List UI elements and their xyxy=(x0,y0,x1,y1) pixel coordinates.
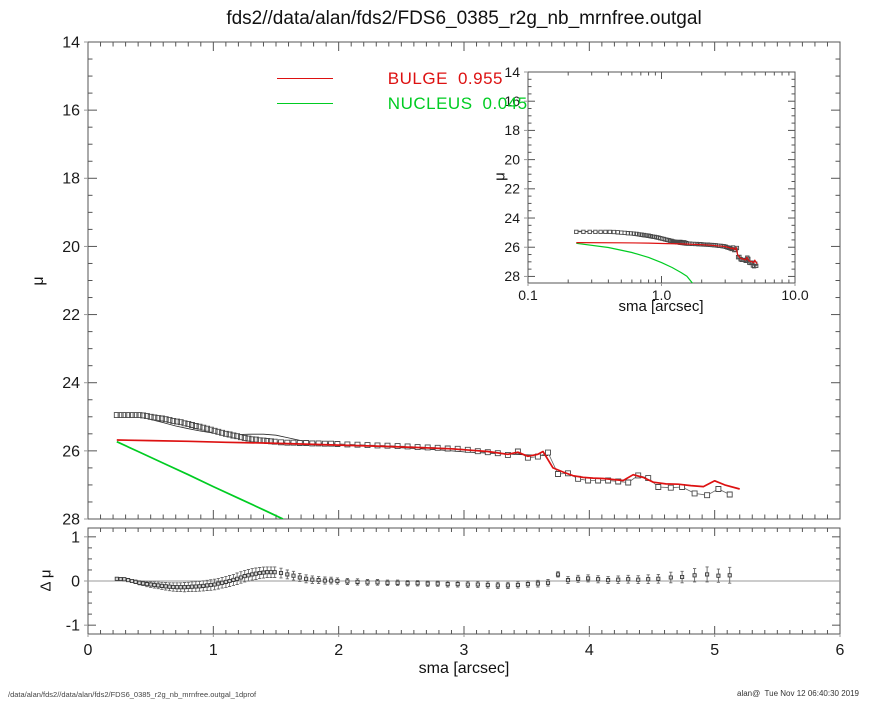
footer-user-timestamp: alan@ Tue Nov 12 06:40:30 2019 xyxy=(737,689,859,698)
nucleus-line-sample xyxy=(277,103,333,104)
svg-text:1: 1 xyxy=(209,642,218,659)
residual-y-axis-label: Δ μ xyxy=(37,569,55,592)
svg-text:0: 0 xyxy=(84,642,93,659)
svg-text:-1: -1 xyxy=(66,618,80,635)
svg-text:18: 18 xyxy=(62,171,80,188)
bulge-line-sample xyxy=(277,78,333,79)
legend-item-bulge: BULGE 0.955 xyxy=(277,66,528,91)
inset-x-axis-label: sma [arcsec] xyxy=(618,298,704,315)
svg-text:4: 4 xyxy=(585,642,594,659)
legend-label: BULGE 0.955 xyxy=(346,49,503,109)
svg-text:3: 3 xyxy=(460,642,469,659)
svg-text:2: 2 xyxy=(334,642,343,659)
svg-text:26: 26 xyxy=(504,239,520,255)
svg-text:24: 24 xyxy=(62,375,80,392)
svg-text:18: 18 xyxy=(504,122,520,138)
legend-item-nucleus: NUCLEUS 0.045 xyxy=(277,91,528,116)
svg-text:1.0: 1.0 xyxy=(652,287,672,303)
svg-text:1: 1 xyxy=(71,529,80,546)
main-axes: 14 16 18 20 22 24 26 28 xyxy=(62,34,841,528)
svg-text:22: 22 xyxy=(62,307,80,324)
svg-text:5: 5 xyxy=(710,642,719,659)
x-axis-label: sma [arcsec] xyxy=(418,660,510,677)
bulge-label: BULGE xyxy=(387,68,448,88)
nucleus-label: NUCLEUS xyxy=(387,93,473,113)
svg-text:28: 28 xyxy=(504,268,520,284)
residual-series xyxy=(88,566,840,593)
svg-text:20: 20 xyxy=(62,239,80,256)
svg-text:24: 24 xyxy=(504,210,520,226)
svg-text:16: 16 xyxy=(62,103,80,120)
svg-text:0.1: 0.1 xyxy=(518,287,538,303)
inset-axes: 0.1 1.0 10.0 14 16 18 20 22 24 26 28 xyxy=(504,64,808,303)
svg-text:28: 28 xyxy=(62,511,80,528)
legend: BULGE 0.955 NUCLEUS 0.045 xyxy=(277,66,528,116)
main-y-axis-label: μ xyxy=(30,276,47,286)
svg-text:26: 26 xyxy=(62,443,80,460)
svg-text:0: 0 xyxy=(71,573,80,590)
bulge-fraction: 0.955 xyxy=(457,68,503,88)
svg-text:22: 22 xyxy=(504,181,520,197)
svg-text:14: 14 xyxy=(62,34,80,51)
figure-title: fds2//data/alan/fds2/FDS6_0385_r2g_nb_mr… xyxy=(226,8,702,29)
svg-text:20: 20 xyxy=(504,151,520,167)
svg-text:10.0: 10.0 xyxy=(781,287,808,303)
nucleus-fraction: 0.045 xyxy=(482,93,528,113)
svg-text:6: 6 xyxy=(836,642,845,659)
main-series xyxy=(113,412,740,519)
residual-axes: 0 1 2 3 4 5 610-1 xyxy=(66,527,845,659)
inset-series xyxy=(574,229,759,283)
inset-y-axis-label: μ xyxy=(491,172,509,181)
svg-text:14: 14 xyxy=(504,64,520,80)
legend-label: NUCLEUS 0.045 xyxy=(346,74,528,134)
footer-file-path: /data/alan/fds2//data/alan/fds2/FDS6_038… xyxy=(8,690,257,699)
svg-text:16: 16 xyxy=(504,93,520,109)
